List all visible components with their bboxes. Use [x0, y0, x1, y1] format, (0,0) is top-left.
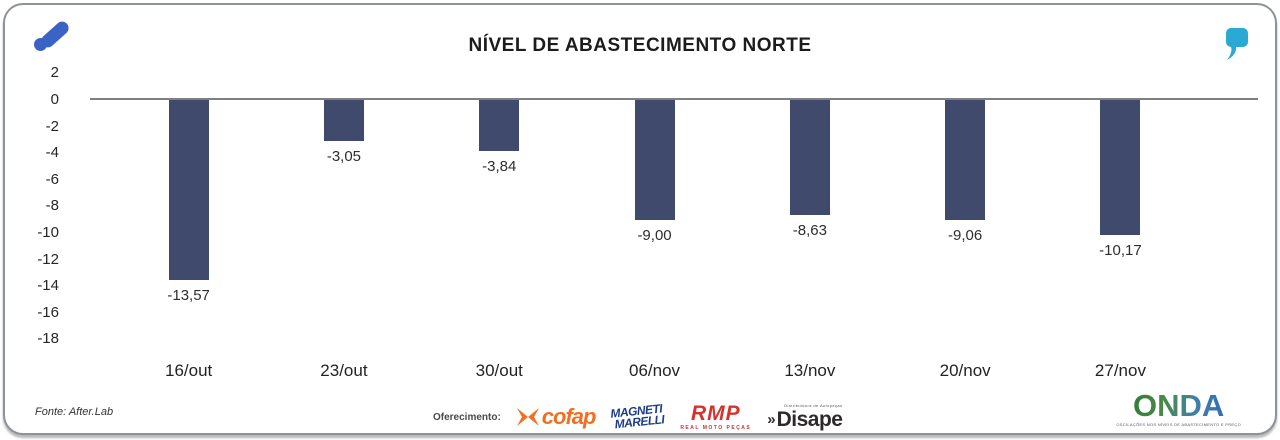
bar-23/out — [323, 100, 364, 141]
disape-chevrons-icon: » — [767, 411, 776, 428]
bar-value-label: -8,63 — [792, 221, 827, 239]
onda-wordmark: ONDA — [1133, 388, 1225, 423]
x-axis-label: 06/nov — [629, 361, 681, 380]
ads-logo-icon — [31, 15, 72, 53]
rmp-logo: RMP REAL MOTO PEÇAS — [680, 403, 751, 431]
source-note: Fonte: After.Lab — [35, 406, 114, 418]
y-axis-tick: 2 — [50, 64, 59, 82]
disape-row: » Disape — [767, 408, 843, 431]
magneti-line2: MARELLI — [614, 412, 666, 432]
x-axis-label: 20/nov — [939, 361, 991, 380]
ads-logo-dot — [34, 38, 47, 51]
chart-title: NÍVEL DE ABASTECIMENTO NORTE — [468, 35, 812, 56]
sponsor-label: Oferecimento: — [433, 411, 501, 423]
x-axis-label: 23/out — [320, 361, 368, 380]
bar-value-label: -3,84 — [482, 158, 517, 176]
onda-logo: ONDA OSCILAÇÕES NOS NÍVEIS DE ABASTECIME… — [1116, 388, 1241, 427]
y-axis-tick: -16 — [37, 303, 59, 321]
y-axis-tick: -10 — [37, 224, 59, 241]
y-axis-tick: -18 — [37, 330, 59, 348]
x-axis-label: 30/out — [475, 361, 523, 380]
x-axis-label: 27/nov — [1094, 361, 1146, 380]
disape-wordmark: Disape — [776, 408, 843, 431]
bar-13/nov — [789, 100, 830, 215]
x-axis-line — [90, 98, 1258, 100]
bar-value-label: -9,06 — [948, 227, 983, 245]
cofap-wordmark: cofap — [541, 404, 597, 429]
magneti-marelli-logo: MAGNETI MARELLI — [610, 401, 666, 432]
rmp-subtext: REAL MOTO PEÇAS — [680, 425, 752, 431]
y-axis-tick: 0 — [50, 91, 59, 108]
bar-16/out — [168, 100, 209, 281]
disape-subtext: Distribuidora de Autopeças — [784, 403, 843, 408]
y-axis-tick: -12 — [37, 250, 59, 268]
disape-logo: Distribuidora de Autopeças » Disape — [767, 403, 843, 431]
bar-20/nov — [945, 100, 986, 221]
x-axis-label: 13/nov — [784, 361, 836, 380]
onda-tagline: OSCILAÇÕES NOS NÍVEIS DE ABASTECIMENTO E… — [1116, 422, 1241, 427]
chart-card: NÍVEL DE ABASTECIMENTO NORTE 2 0 -2 -4 -6 -8 -… — [3, 3, 1277, 435]
cofap-x-icon — [516, 408, 539, 426]
bar-value-label: -9,00 — [637, 226, 672, 244]
y-axis-tick: -2 — [45, 117, 59, 135]
bar-value-label: -10,17 — [1099, 242, 1142, 260]
bar-30/out — [479, 100, 520, 152]
bar-value-label: -3,05 — [326, 147, 362, 165]
bar-06/nov — [634, 100, 675, 220]
y-axis-tick: -6 — [45, 170, 59, 188]
bar-value-label: -13,57 — [167, 287, 210, 305]
y-axis-tick: -8 — [45, 197, 59, 215]
y-axis-tick: -14 — [37, 277, 59, 295]
rmp-wordmark: RMP — [690, 402, 741, 425]
cofap-logo: cofap — [516, 404, 597, 430]
bar-27/nov — [1100, 100, 1141, 236]
quote-mark-icon — [1226, 28, 1248, 60]
y-axis-tick: -4 — [45, 144, 59, 162]
sponsor-strip: Oferecimento: cofap MAGNETI MARELLI RMP … — [433, 397, 843, 437]
x-axis-label: 16/out — [165, 361, 213, 380]
